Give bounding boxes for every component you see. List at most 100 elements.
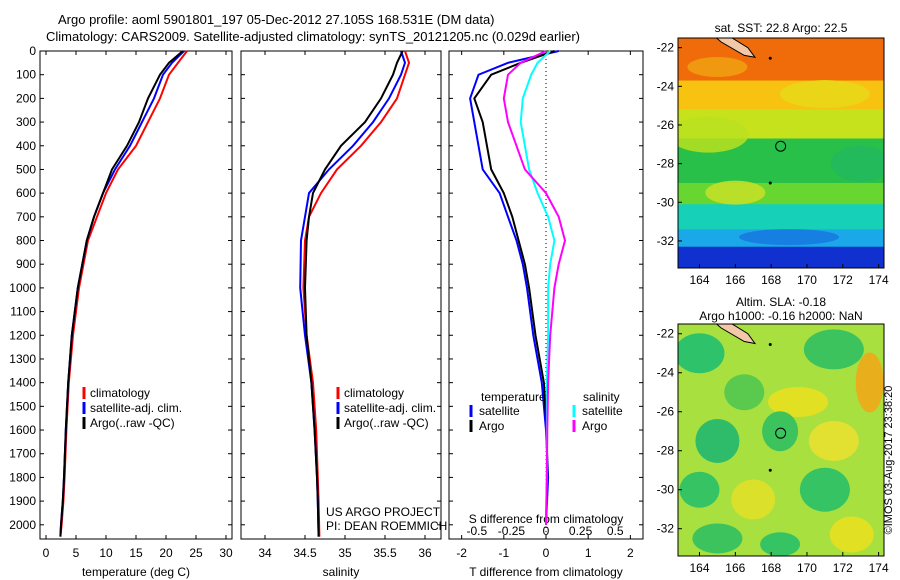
x2-tick-label: -0.25 <box>498 524 526 538</box>
x-tick-label: 5 <box>73 546 80 560</box>
x-tick-label: 35.5 <box>373 546 397 560</box>
panel-frame-1 <box>39 50 233 540</box>
depth-tick-label: 1100 <box>10 305 36 319</box>
map-y-tick-label: -28 <box>657 157 675 171</box>
legend-title-temperature: temperature <box>481 390 546 404</box>
x-tick-label: 0 <box>543 546 550 560</box>
map-frame <box>677 323 885 557</box>
x-tick-label: 15 <box>129 546 143 560</box>
legend-label: Argo(..raw -QC) <box>344 416 429 430</box>
x-tick-label: 20 <box>159 546 173 560</box>
legend-label: Argo(..raw -QC) <box>90 416 175 430</box>
island-mark <box>768 342 772 346</box>
legend-label: satellite-adj. clim. <box>344 401 436 415</box>
x-tick-label: 36 <box>418 546 432 560</box>
map-x-tick-label: 170 <box>797 561 817 575</box>
series-line-3-4 <box>502 50 567 525</box>
x-tick-label: -2 <box>456 546 467 560</box>
island-new-caledonia <box>715 324 757 345</box>
depth-tick-label: 200 <box>16 91 36 105</box>
map-x-tick-label: 170 <box>797 273 817 287</box>
map-y-tick-label: -24 <box>657 79 675 93</box>
argo-location-marker <box>775 140 787 152</box>
annotation-project: US ARGO PROJECT <box>326 505 441 519</box>
map-x-tick-label: 166 <box>725 273 745 287</box>
depth-tick-label: 1000 <box>9 281 36 295</box>
copyright-label: ©IMOS 03-Aug-2017 23:38:20 <box>883 386 895 535</box>
depth-tick-label: 1600 <box>9 423 36 437</box>
x-tick-label: 1 <box>585 546 592 560</box>
island-norfolk <box>768 468 772 472</box>
map-title: sat. SST: 22.8 Argo: 22.5 <box>715 21 848 35</box>
map-y-tick-label: -32 <box>657 522 675 536</box>
x-tick-label: 2 <box>627 546 634 560</box>
sla-blob <box>678 333 725 374</box>
legend-label: climatology <box>344 386 404 400</box>
map-field <box>678 38 884 268</box>
island-new-caledonia <box>715 38 757 59</box>
legend-label: Argo <box>479 419 505 433</box>
sst-band <box>678 204 884 231</box>
depth-tick-label: 2000 <box>9 518 36 532</box>
legend-title-salinity: salinity <box>583 390 620 404</box>
depth-tick-label: 1500 <box>9 399 36 413</box>
panel-frame-2 <box>240 50 442 540</box>
x-tick-label: 35 <box>338 546 352 560</box>
depth-tick-label: 1200 <box>9 328 36 342</box>
map-field <box>678 324 884 556</box>
depth-tick-label: 300 <box>16 115 36 129</box>
x-tick-label: 34.5 <box>293 546 317 560</box>
depth-tick-label: 1400 <box>9 376 36 390</box>
series-line-2-3 <box>303 50 404 537</box>
map-x-tick-label: 174 <box>869 561 889 575</box>
sst-blob <box>678 116 749 153</box>
depth-tick-label: 600 <box>16 186 36 200</box>
island-norfolk <box>768 181 772 185</box>
sst-band <box>678 246 884 268</box>
legend-label: satellite <box>479 404 520 418</box>
map-1: 164 166 168 170 172 174 -22 -24 -26 -28 -30 -32 sat.… <box>657 21 889 287</box>
x-tick-label: 0 <box>43 546 50 560</box>
sla-blob <box>808 420 859 461</box>
x-tick-label: 30 <box>219 546 233 560</box>
sla-blob <box>855 352 884 413</box>
map-y-tick-label: -24 <box>657 366 675 380</box>
map-x-tick-label: 164 <box>689 273 709 287</box>
map-x-tick-label: 168 <box>761 273 781 287</box>
sla-blob <box>679 471 720 508</box>
x2-tick-label: 0 <box>543 524 550 538</box>
map-y-tick-label: -26 <box>657 118 675 132</box>
map-y-tick-label: -28 <box>657 444 675 458</box>
argo-location-marker <box>775 427 787 439</box>
map-y-tick-label: -22 <box>657 327 675 341</box>
sla-blob <box>829 516 874 553</box>
x2-tick-label: 0.25 <box>569 524 593 538</box>
map-x-tick-label: 164 <box>689 561 709 575</box>
x-axis-label: temperature (deg C) <box>82 565 190 579</box>
annotation-pi: PI: DEAN ROEMMICH <box>326 519 447 533</box>
legend-label: satellite <box>582 404 623 418</box>
map-frame <box>677 37 885 269</box>
x-tick-label: 34 <box>258 546 272 560</box>
map-y-tick-label: -22 <box>657 41 675 55</box>
legend-label: satellite-adj. clim. <box>90 401 182 415</box>
sst-blob <box>830 145 884 182</box>
title-line-2: Climatology: CARS2009. Satellite-adjuste… <box>46 29 581 44</box>
depth-tick-label: 1300 <box>9 352 36 366</box>
sla-blob <box>768 386 829 417</box>
series-line-3-2 <box>473 50 555 525</box>
legend-label: Argo <box>582 419 608 433</box>
sst-blob <box>739 229 840 246</box>
map-2: 164 166 168 170 172 174 -22 -24 -26 -28 -30 -32 Alti… <box>657 295 889 575</box>
map-y-tick-label: -26 <box>657 405 675 419</box>
map-x-tick-label: 168 <box>761 561 781 575</box>
map-y-tick-label: -30 <box>657 483 675 497</box>
x-tick-label: 10 <box>99 546 113 560</box>
depth-tick-label: 1800 <box>9 470 36 484</box>
map-title: Altim. SLA: -0.18 <box>736 295 826 309</box>
sla-blob <box>695 418 740 463</box>
depth-tick-label: 700 <box>16 210 36 224</box>
series-line-3-1 <box>469 50 559 525</box>
sla-blob <box>799 467 850 512</box>
map-y-tick-label: -32 <box>657 234 675 248</box>
